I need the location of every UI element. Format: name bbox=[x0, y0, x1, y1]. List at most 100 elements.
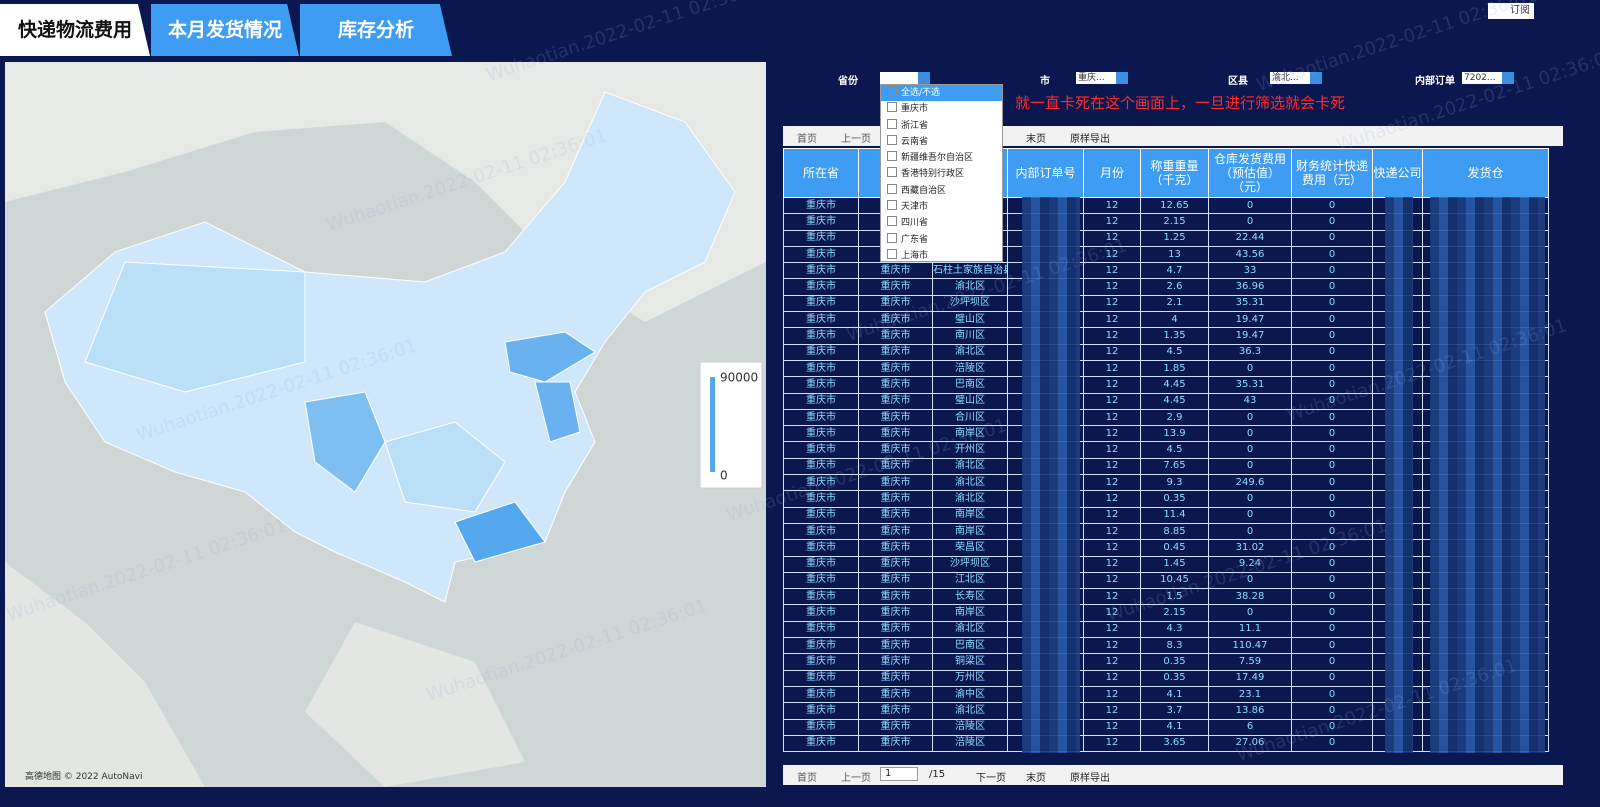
table-cell: 重庆市 bbox=[783, 294, 859, 313]
tab[interactable]: 本月发货情况 bbox=[151, 4, 299, 56]
table-cell: 0 bbox=[1208, 441, 1292, 459]
table-cell: 重庆市 bbox=[783, 425, 859, 443]
cell-text: 重庆市 bbox=[806, 541, 836, 553]
table-cell: 27.06 bbox=[1208, 734, 1292, 753]
dropdown-option[interactable]: 新疆维吾尔自治区 bbox=[881, 150, 1002, 166]
prev-page[interactable]: 上一页 bbox=[841, 773, 871, 784]
cell-text: 重庆市 bbox=[806, 264, 836, 276]
cell-text: 重庆市 bbox=[880, 525, 911, 537]
option-label: 上海市 bbox=[901, 250, 929, 261]
table-cell: 重庆市 bbox=[858, 327, 933, 345]
dropdown-option[interactable]: 西藏自治区 bbox=[881, 183, 1002, 199]
cell-text: 重庆市 bbox=[806, 704, 836, 716]
filter-select[interactable]: 渝北... bbox=[1270, 72, 1322, 84]
dropdown-option[interactable]: 全选/不选 bbox=[881, 85, 1002, 102]
last-page[interactable]: 末页 bbox=[1026, 134, 1046, 145]
table-cell: 0 bbox=[1291, 343, 1373, 361]
table-cell: 南岸区 bbox=[932, 425, 1008, 443]
table-cell: 重庆市 bbox=[858, 571, 933, 590]
filter-label: 内部订单 bbox=[1415, 76, 1455, 87]
cell-text: 17.49 bbox=[1235, 672, 1265, 684]
dropdown-option[interactable]: 天津市 bbox=[881, 199, 1002, 215]
tab[interactable]: 快递物流费用 bbox=[0, 4, 150, 56]
cell-text: 22.44 bbox=[1235, 232, 1265, 244]
table-cell: 0 bbox=[1291, 490, 1373, 508]
table-cell: 荣昌区 bbox=[932, 539, 1008, 557]
table-cell: 12 bbox=[1083, 669, 1141, 687]
table-cell: 重庆市 bbox=[858, 620, 933, 639]
table-cell: 35.31 bbox=[1208, 376, 1292, 394]
cell-text: 7.65 bbox=[1163, 460, 1186, 472]
dropdown-option[interactable]: 浙江省 bbox=[881, 118, 1002, 134]
cell-text: 0 bbox=[1328, 395, 1336, 407]
cell-text: 重庆市 bbox=[806, 492, 836, 504]
cell-text: 0 bbox=[1328, 492, 1336, 504]
dropdown-option[interactable]: 香港特别行政区 bbox=[881, 166, 1002, 182]
cell-text: 12 bbox=[1105, 476, 1119, 488]
cell-text: 9.3 bbox=[1166, 476, 1183, 488]
cell-text: 0 bbox=[1246, 460, 1254, 472]
table-cell: 江北区 bbox=[932, 571, 1008, 590]
cell-text: 12 bbox=[1105, 704, 1119, 716]
export[interactable]: 原样导出 bbox=[1070, 773, 1110, 784]
cell-text: 重庆市 bbox=[880, 427, 911, 439]
next-page[interactable]: 下一页 bbox=[976, 773, 1006, 784]
filter-select[interactable] bbox=[880, 72, 930, 84]
cell-text: 重庆市 bbox=[806, 444, 836, 456]
table-cell: 17.49 bbox=[1208, 669, 1292, 687]
filter-select[interactable]: 7202... bbox=[1462, 72, 1514, 84]
pixelated-column bbox=[1385, 197, 1413, 753]
table-cell: 0 bbox=[1291, 392, 1373, 410]
subscribe-button[interactable]: 订阅 bbox=[1488, 3, 1534, 19]
table-cell: 0 bbox=[1208, 213, 1292, 231]
cell-text: 43 bbox=[1243, 395, 1257, 407]
dropdown-option[interactable]: 云南省 bbox=[881, 134, 1002, 150]
map-region bbox=[304, 391, 386, 493]
last-page[interactable]: 末页 bbox=[1026, 773, 1046, 784]
cell-text: 0 bbox=[1246, 574, 1254, 586]
table-cell: 0.35 bbox=[1140, 669, 1209, 687]
table-cell: 0 bbox=[1208, 359, 1292, 378]
table-cell: 4.7 bbox=[1140, 262, 1209, 280]
cell-text: 涪陵区 bbox=[955, 721, 985, 733]
cell-text: 1.45 bbox=[1163, 558, 1186, 570]
first-page[interactable]: 首页 bbox=[797, 773, 817, 784]
cell-text: 2.1 bbox=[1166, 297, 1183, 309]
dropdown-option[interactable]: 重庆市 bbox=[881, 101, 1002, 117]
cell-text: 重庆市 bbox=[880, 672, 911, 684]
table-cell: 重庆市 bbox=[783, 685, 859, 704]
cell-text: 渝北区 bbox=[955, 281, 985, 293]
table-cell: 1.5 bbox=[1140, 588, 1209, 606]
map-region bbox=[504, 331, 596, 443]
cell-text: 0 bbox=[1328, 248, 1336, 260]
table-cell: 0 bbox=[1291, 408, 1373, 427]
cell-text: 南岸区 bbox=[955, 509, 985, 521]
cell-text: 重庆市 bbox=[806, 297, 836, 309]
cell-text: 12 bbox=[1105, 574, 1119, 586]
table-cell: 12 bbox=[1083, 620, 1141, 639]
table-cell: 12 bbox=[1083, 506, 1141, 524]
map-land bbox=[5, 562, 525, 787]
export[interactable]: 原样导出 bbox=[1070, 134, 1110, 145]
tab[interactable]: 库存分析 bbox=[300, 4, 452, 56]
cell-text: 重庆市 bbox=[880, 607, 911, 619]
annotation: 就一直卡死在这个画面上，一旦进行筛选就会卡死 bbox=[1015, 94, 1346, 112]
cell-text: 12 bbox=[1105, 297, 1119, 309]
dropdown-option[interactable]: 上海市 bbox=[881, 248, 1002, 264]
table-cell: 开州区 bbox=[932, 441, 1008, 459]
cell-text: 12 bbox=[1105, 623, 1119, 635]
filter-select[interactable]: 重庆... bbox=[1076, 72, 1128, 84]
cell-text: 重庆市 bbox=[880, 395, 911, 407]
table-cell: 12 bbox=[1083, 522, 1141, 541]
cell-text: 重庆市 bbox=[806, 476, 836, 488]
cell-text: 重庆市 bbox=[806, 574, 836, 586]
cell-text: 重庆市 bbox=[880, 264, 911, 276]
first-page[interactable]: 首页 bbox=[797, 134, 817, 145]
filter-label: 省份 bbox=[838, 76, 858, 87]
page-input[interactable]: 1 bbox=[880, 767, 918, 781]
dropdown-option[interactable]: 四川省 bbox=[881, 215, 1002, 231]
table-cell: 0 bbox=[1208, 425, 1292, 443]
prev-page[interactable]: 上一页 bbox=[841, 134, 871, 145]
table-cell: 12 bbox=[1083, 392, 1141, 410]
dropdown-option[interactable]: 广东省 bbox=[881, 232, 1002, 248]
